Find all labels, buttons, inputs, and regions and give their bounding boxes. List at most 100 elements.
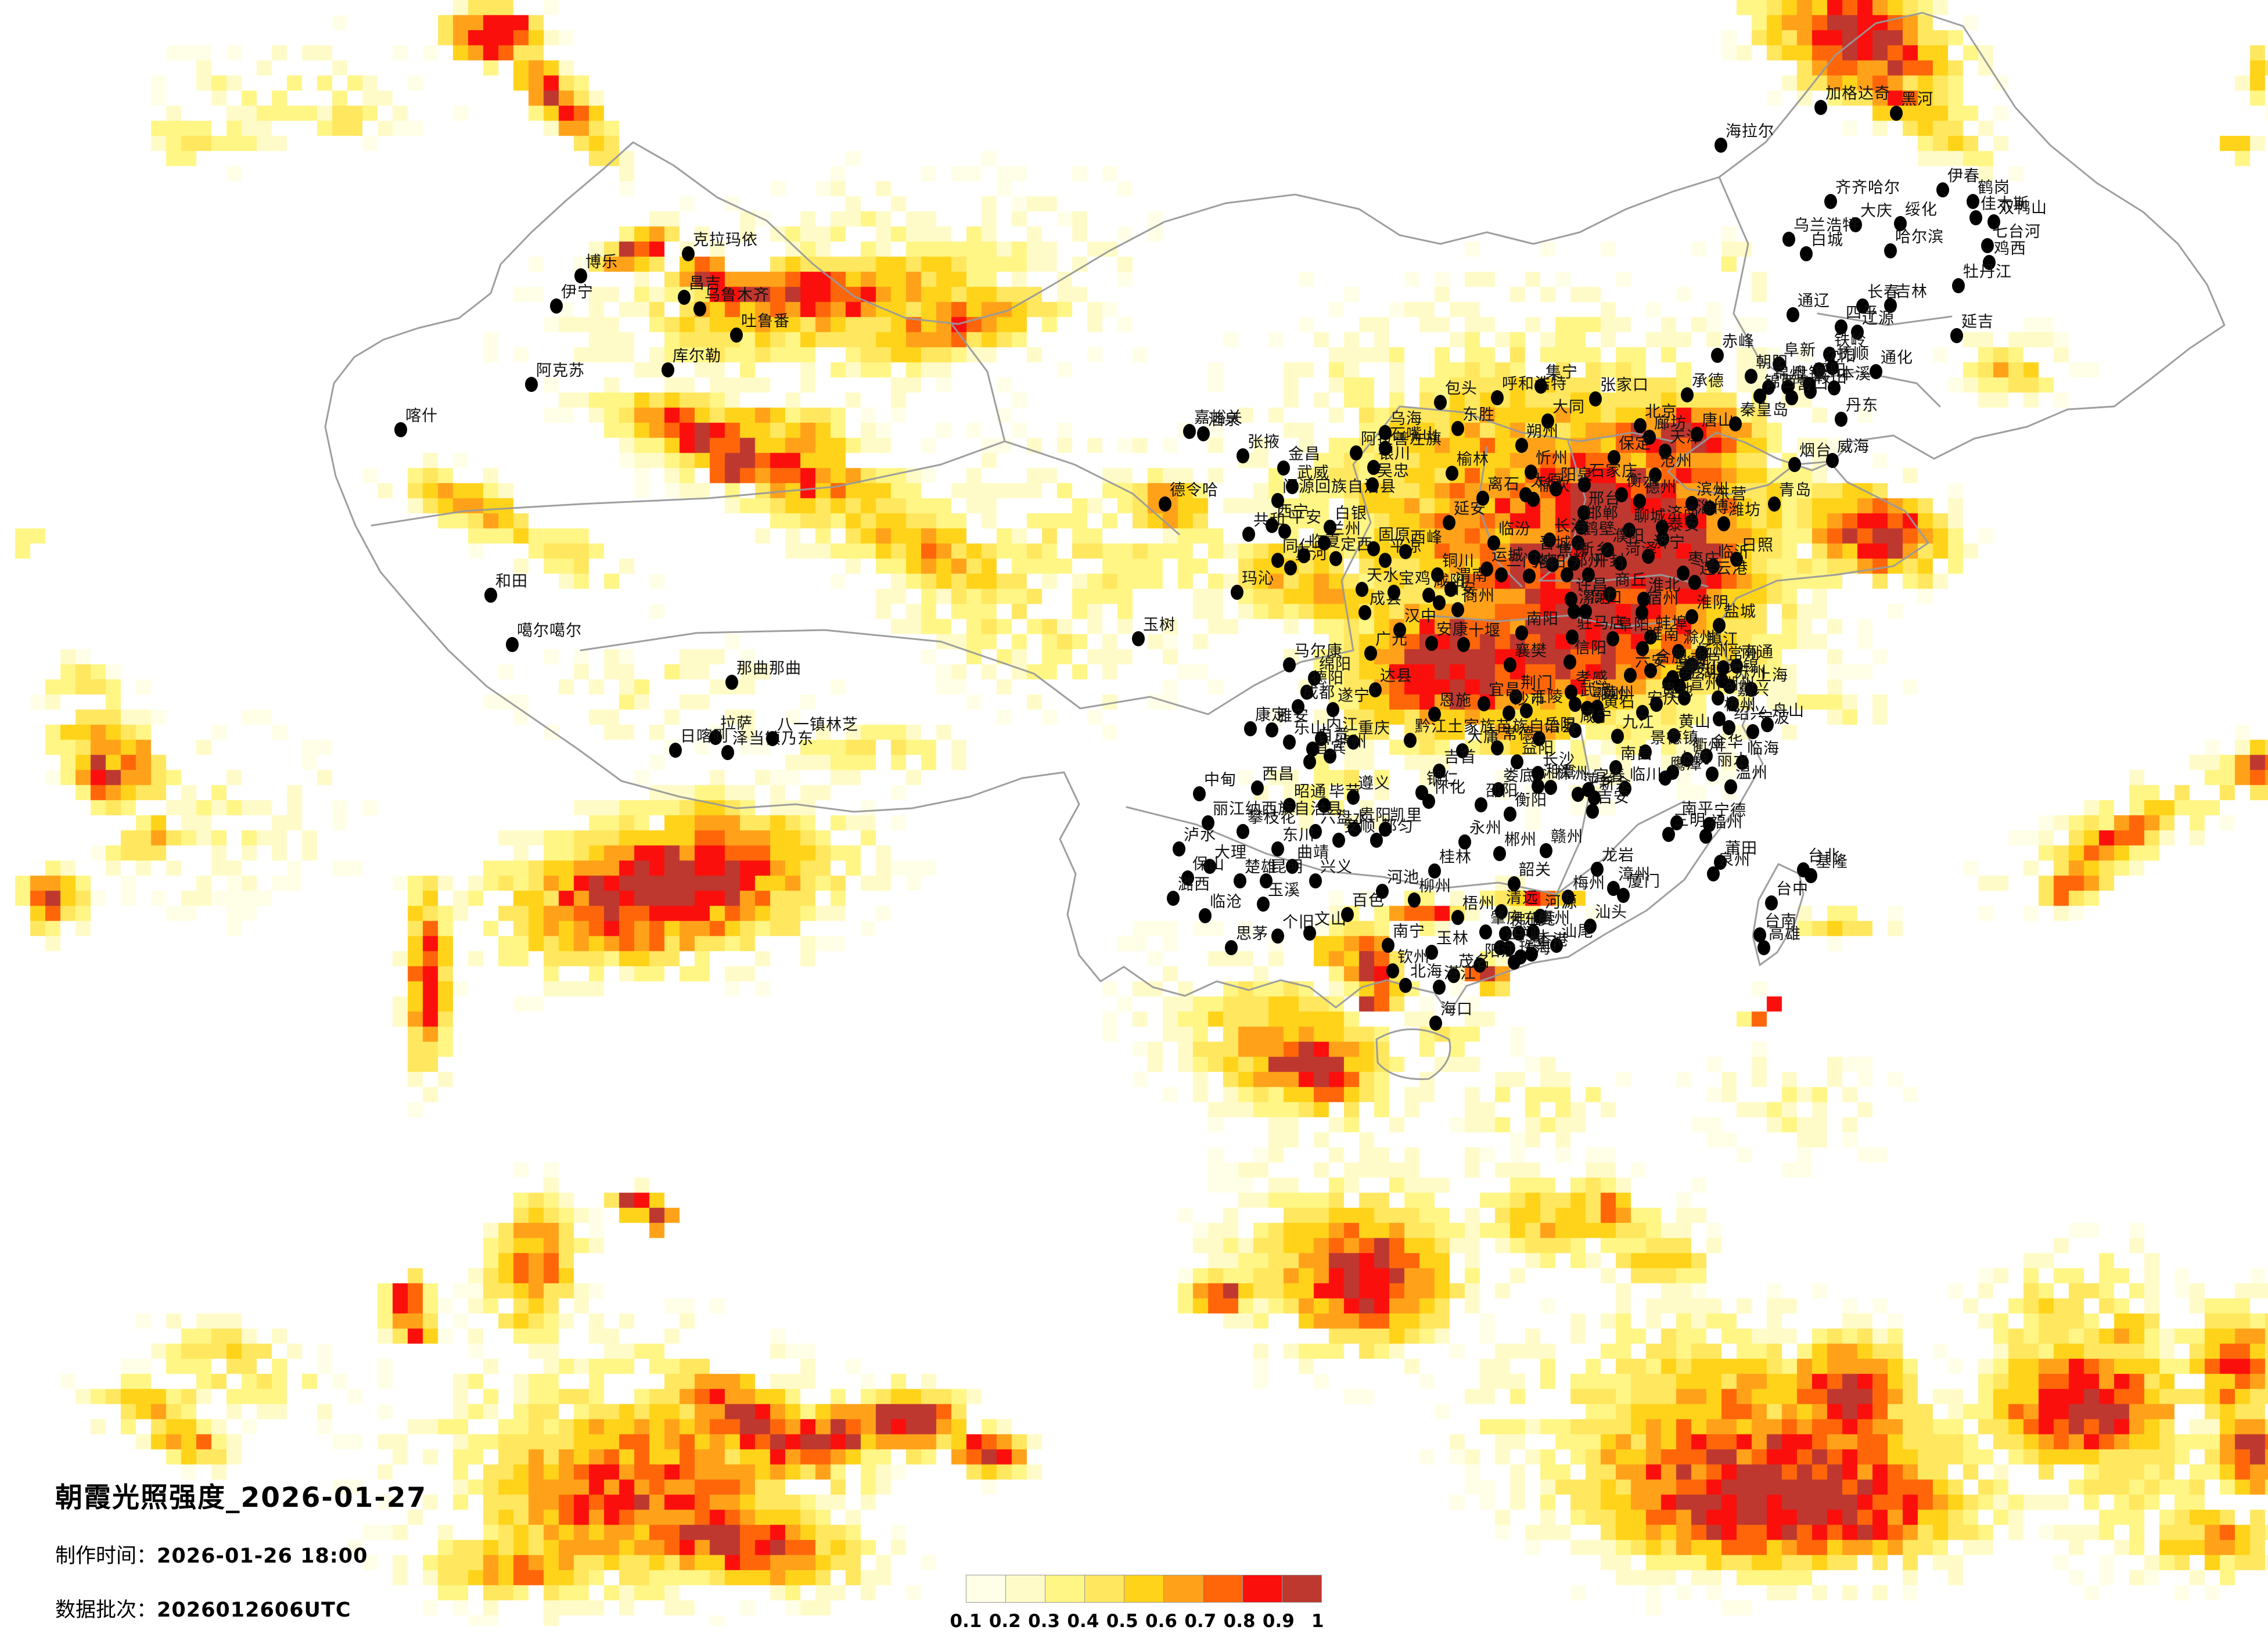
city-dot xyxy=(709,730,722,745)
city-label: 武汉 xyxy=(1580,682,1612,700)
city-dot xyxy=(1569,723,1582,738)
city-dot xyxy=(1315,731,1328,746)
city-label: 齐齐哈尔 xyxy=(1835,179,1900,197)
city-label: 泸州 xyxy=(1335,733,1367,751)
city-label: 临海 xyxy=(1747,740,1780,758)
city-dot xyxy=(1611,729,1624,744)
city-dot xyxy=(1565,685,1577,700)
city-dot xyxy=(1578,477,1591,492)
city-label: 泉州 xyxy=(1718,851,1751,869)
legend-tick-label: 1 xyxy=(1311,1611,1324,1632)
city-label: 保定 xyxy=(1619,435,1651,453)
city-dot xyxy=(1393,622,1406,638)
city-label: 商州 xyxy=(1462,587,1495,605)
city-label: 大庸 xyxy=(1467,728,1500,746)
city-label: 晋城 xyxy=(1539,535,1572,553)
city-label: 信阳 xyxy=(1575,639,1607,657)
city-dot xyxy=(1604,586,1616,602)
city-dot xyxy=(1706,766,1719,782)
city-label: 娄底 xyxy=(1503,767,1536,785)
city-dot xyxy=(1650,697,1663,712)
city-label: 新余 xyxy=(1599,775,1631,793)
city-dot xyxy=(1425,636,1438,651)
city-label: 噶尔噶尔 xyxy=(517,622,582,640)
city-dot xyxy=(730,327,743,343)
city-dot xyxy=(1534,909,1547,924)
city-label: 佳木斯 xyxy=(1981,195,2029,213)
city-label: 商丘 xyxy=(1615,571,1647,589)
city-label: 邢台 xyxy=(1588,490,1621,508)
city-dot xyxy=(1936,182,1949,197)
city-label: 宜春 xyxy=(1593,767,1626,785)
city-label: 酒泉 xyxy=(1208,411,1241,429)
city-label: 沧州 xyxy=(1660,452,1692,470)
city-label: 广元 xyxy=(1375,631,1408,649)
city-dot xyxy=(1386,963,1399,978)
city-dot xyxy=(1745,369,1757,384)
city-dot xyxy=(1563,654,1576,670)
city-label: 楚雄 xyxy=(1245,858,1277,876)
city-dot xyxy=(1639,744,1652,760)
city-label: 北京 xyxy=(1645,403,1677,421)
city-dot xyxy=(662,362,674,377)
map-title: 朝霞光照强度_2026-01-27 xyxy=(55,1482,427,1514)
city-label: 乌兰浩特 xyxy=(1793,217,1859,235)
city-label: 遂宁 xyxy=(1338,687,1370,705)
city-dot xyxy=(1546,557,1559,572)
city-dot xyxy=(1568,604,1580,619)
city-dot xyxy=(1525,946,1538,962)
city-dot xyxy=(1159,496,1171,512)
city-label: 贵阳 xyxy=(1359,807,1392,825)
city-label: 青岛 xyxy=(1779,481,1811,499)
city-label: 石家庄 xyxy=(1589,462,1638,480)
city-label: 呼和浩特 xyxy=(1502,376,1567,393)
production-time-label: 制作时间： xyxy=(55,1545,157,1568)
city-dot xyxy=(1132,631,1145,646)
city-label: 玉树 xyxy=(1143,616,1176,634)
city-dot xyxy=(1642,549,1655,564)
city-dot xyxy=(1277,460,1290,476)
city-label: 绥化 xyxy=(1905,201,1938,219)
china-outline xyxy=(324,12,2226,1014)
city-label: 中甸 xyxy=(1204,771,1237,789)
city-dot xyxy=(1715,138,1727,153)
city-label: 吉林 xyxy=(1895,283,1928,301)
city-dot xyxy=(1644,663,1657,678)
city-dot xyxy=(1433,764,1446,779)
city-dot xyxy=(1703,817,1716,832)
city-label: 巢湖 xyxy=(1677,655,1710,673)
city-label: 常德 xyxy=(1502,725,1534,743)
city-label: 扬州 xyxy=(1696,642,1729,660)
city-dot xyxy=(1271,928,1284,944)
city-dot xyxy=(1509,689,1522,704)
city-dot xyxy=(1670,815,1683,830)
legend-labels: 0.1 0.2 0.3 0.4 0.5 0.6 0.7 0.8 0.9 1 xyxy=(950,1611,1324,1634)
city-label: 伊宁 xyxy=(561,283,594,301)
city-dot xyxy=(682,246,695,261)
city-dot xyxy=(1849,217,1862,232)
city-dot xyxy=(1768,496,1781,512)
city-label: 伊春 xyxy=(1947,167,1980,185)
city-label: 宁德 xyxy=(1714,802,1746,820)
city-dot xyxy=(1197,426,1210,441)
city-label: 临沧 xyxy=(1210,893,1242,911)
city-dot xyxy=(1527,492,1540,507)
city-label: 丽水 xyxy=(1717,751,1749,769)
city-label: 金昌 xyxy=(1288,445,1321,463)
city-dot xyxy=(1688,575,1701,590)
city-dot xyxy=(1679,666,1692,681)
city-label: 和田 xyxy=(495,573,528,591)
color-legend: 0.1 0.2 0.3 0.4 0.5 0.6 0.7 0.8 0.9 1 xyxy=(950,1575,1324,1634)
city-dot xyxy=(1379,822,1392,837)
city-label: 江门 xyxy=(1505,925,1537,943)
city-dot xyxy=(1399,978,1412,993)
city-label: 高雄 xyxy=(1769,925,1801,943)
city-dot xyxy=(1534,379,1547,394)
legend-swatch xyxy=(1006,1575,1045,1603)
city-label: 嘉兴 xyxy=(1737,681,1770,699)
city-dot xyxy=(1637,592,1650,607)
city-label: 湘潭 xyxy=(1543,764,1575,782)
city-dot xyxy=(1303,926,1316,941)
city-dot xyxy=(1569,697,1582,712)
city-dot xyxy=(1659,771,1672,786)
